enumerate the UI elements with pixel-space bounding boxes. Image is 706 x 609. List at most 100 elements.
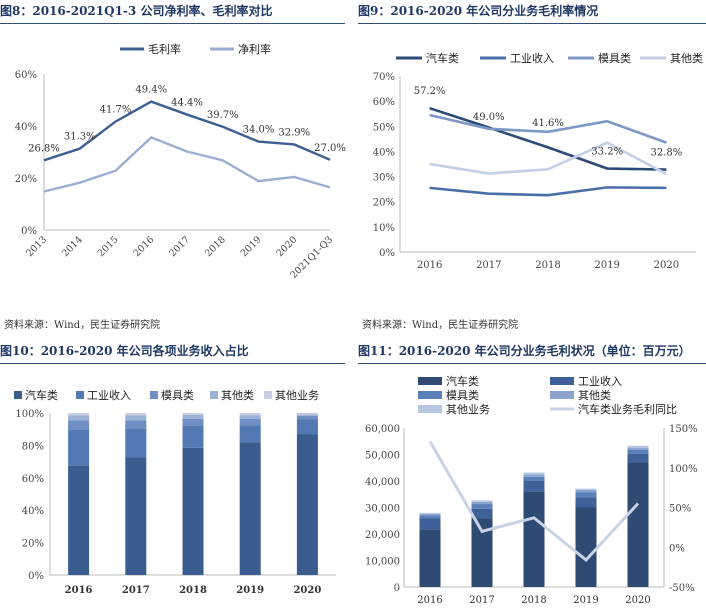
fig8-chart: 0% 20% 40% 60% 2013 2014 2015 2016 2017 2018 2019 2…	[15, 42, 346, 281]
fig11-bar-segment	[523, 474, 545, 477]
fig10-legend-swatch	[210, 391, 218, 399]
fig10-y-tick: 20%	[22, 539, 44, 550]
fig11-bar-segment	[627, 462, 649, 587]
fig10-bar-segment	[68, 420, 90, 430]
fig9-y-tick: 30%	[373, 173, 395, 184]
fig8-x-tick: 2014	[60, 234, 85, 259]
fig9-data-label: 49.0%	[473, 112, 505, 123]
fig8-y-tick: 0%	[21, 226, 37, 237]
fig9-y-tick: 40%	[373, 147, 395, 158]
fig9-legend-label: 模具类	[598, 51, 631, 65]
fig8-panel: 图8：2016-2021Q1-3 公司净利率、毛利率对比 0% 20% 40% 60%…	[0, 0, 346, 300]
fig10-x-tick: 2018	[179, 585, 207, 596]
fig11-legend-label: 汽车类业务毛利同比	[578, 402, 677, 416]
fig11-y-tick: 10,000	[365, 557, 400, 568]
fig11-legend-label: 其他类	[578, 388, 611, 402]
fig10-bar-segment	[68, 429, 90, 466]
fig10-bar-segment	[239, 415, 261, 419]
fig10-x-tick: 2016	[65, 585, 93, 596]
fig10-bar-segment	[182, 414, 204, 419]
fig8-y-tick: 40%	[15, 122, 37, 133]
fig11-legend-label: 工业收入	[578, 374, 622, 388]
fig11-y-tick: 40,000	[365, 477, 400, 488]
fig8-y-tick: 60%	[15, 70, 37, 81]
fig10-bar-segment	[296, 414, 318, 416]
fig11-title-rule	[358, 363, 706, 364]
fig11-y2-tick: 150%	[669, 424, 698, 435]
fig10-y-tick: 100%	[15, 409, 44, 420]
fig9-y-tick: 50%	[373, 122, 395, 133]
fig10-x-tick: 2020	[293, 585, 321, 596]
fig11-bar-segment	[471, 508, 493, 519]
fig10-bar-segment	[239, 425, 261, 443]
fig9-y-tick: 70%	[373, 72, 395, 83]
fig11-bar-segment	[419, 512, 441, 514]
fig11-bar-segment	[523, 481, 545, 492]
fig8-x-tick: 2013	[24, 234, 49, 259]
fig8-data-label: 27.0%	[314, 143, 346, 154]
fig9-legend-label: 汽车类	[426, 51, 459, 65]
fig10-bar-segment	[68, 465, 90, 575]
fig11-y-tick: 20,000	[365, 530, 400, 541]
fig8-data-label: 49.4%	[135, 85, 167, 96]
fig9-series-line	[429, 106, 667, 171]
fig11-bar-segment	[471, 500, 493, 502]
fig9-y-tick: 20%	[373, 198, 395, 209]
fig11-x-tick: 2020	[625, 595, 650, 606]
fig11-legend-swatch	[418, 377, 442, 385]
fig8-x-tick: 2015	[96, 234, 121, 259]
fig11-chart: 0 10,000 20,000 30,000 40,000 50,000 60,000 -50…	[365, 374, 698, 606]
fig11-y-tick: 0	[394, 583, 400, 594]
fig11-x-tick: 2016	[417, 595, 442, 606]
fig11-bar-segment	[627, 447, 649, 450]
fig11-legend-swatch	[418, 391, 442, 399]
fig11-bar-segment	[575, 497, 597, 508]
fig10-bar-segment	[68, 413, 90, 416]
fig11-bar-segment	[575, 492, 597, 498]
fig11-y2-tick: 0%	[669, 543, 685, 554]
fig8-data-label: 32.9%	[278, 127, 310, 138]
fig11-x-tick: 2018	[521, 595, 546, 606]
fig9-x-tick: 2017	[476, 260, 501, 271]
fig9-series-line	[429, 113, 667, 144]
fig8-data-label: 31.3%	[64, 132, 96, 143]
fig11-y-tick: 30,000	[365, 504, 400, 515]
fig9-chart: 0% 10% 20% 30% 40% 50% 60% 70% 2016 2017 2018 2019 2…	[373, 51, 703, 271]
fig9-y-tick: 10%	[373, 223, 395, 234]
fig10-legend-label: 其他类	[221, 388, 254, 402]
fig8-x-tick: 2018	[203, 234, 228, 259]
fig10-x-tick: 2017	[122, 585, 150, 596]
fig11-bar-segment	[419, 518, 441, 530]
fig9-x-tick: 2016	[417, 260, 442, 271]
fig10-y-tick: 0%	[28, 571, 44, 582]
fig9-series-line	[429, 141, 668, 176]
fig11-legend-label: 汽车类	[446, 374, 479, 388]
fig11-bar-segment	[471, 518, 493, 587]
fig8-y-tick: 20%	[15, 174, 37, 185]
fig8-legend-label: 毛利率	[148, 42, 181, 56]
fig8-series-line	[43, 136, 331, 193]
fig9-series-line	[429, 186, 667, 197]
fig11-panel: 图11：2016-2020 年公司分业务毛利状况（单位：百万元） 0 10,000…	[358, 340, 706, 609]
fig11-x-tick: 2017	[469, 595, 494, 606]
fig10-chart: 0% 20% 40% 60% 80% 100% 2016 2017 2018 2019 2020 汽车…	[14, 388, 336, 596]
fig10-bar-segment	[125, 457, 147, 575]
fig9-legend-label: 工业收入	[510, 51, 554, 65]
fig8-data-label: 26.8%	[28, 143, 60, 154]
fig10-panel: 图10：2016-2020 年公司各项业务收入占比 0% 20% 40% 60% 80%…	[0, 340, 345, 609]
fig10-bar-segment	[182, 425, 204, 448]
fig10-bar-segment	[239, 413, 261, 416]
fig10-bar-segment	[296, 419, 318, 435]
fig11-legend-label: 模具类	[446, 388, 479, 402]
fig9-y-tick: 60%	[373, 97, 395, 108]
fig9-title-rule	[358, 23, 706, 24]
fig10-bar-segment	[68, 415, 90, 421]
fig10-legend-swatch	[76, 391, 84, 399]
fig10-title-rule	[0, 363, 345, 364]
fig10-bar-segment	[125, 413, 147, 416]
fig8-title-rule	[0, 23, 345, 24]
fig10-bar-segment	[296, 413, 318, 415]
fig9-panel: 图9：2016-2020 年公司分业务毛利率情况 0% 10% 20% 30% 40% 5…	[358, 0, 706, 300]
fig11-bar-segment	[419, 513, 441, 516]
fig10-bar-segment	[239, 418, 261, 426]
